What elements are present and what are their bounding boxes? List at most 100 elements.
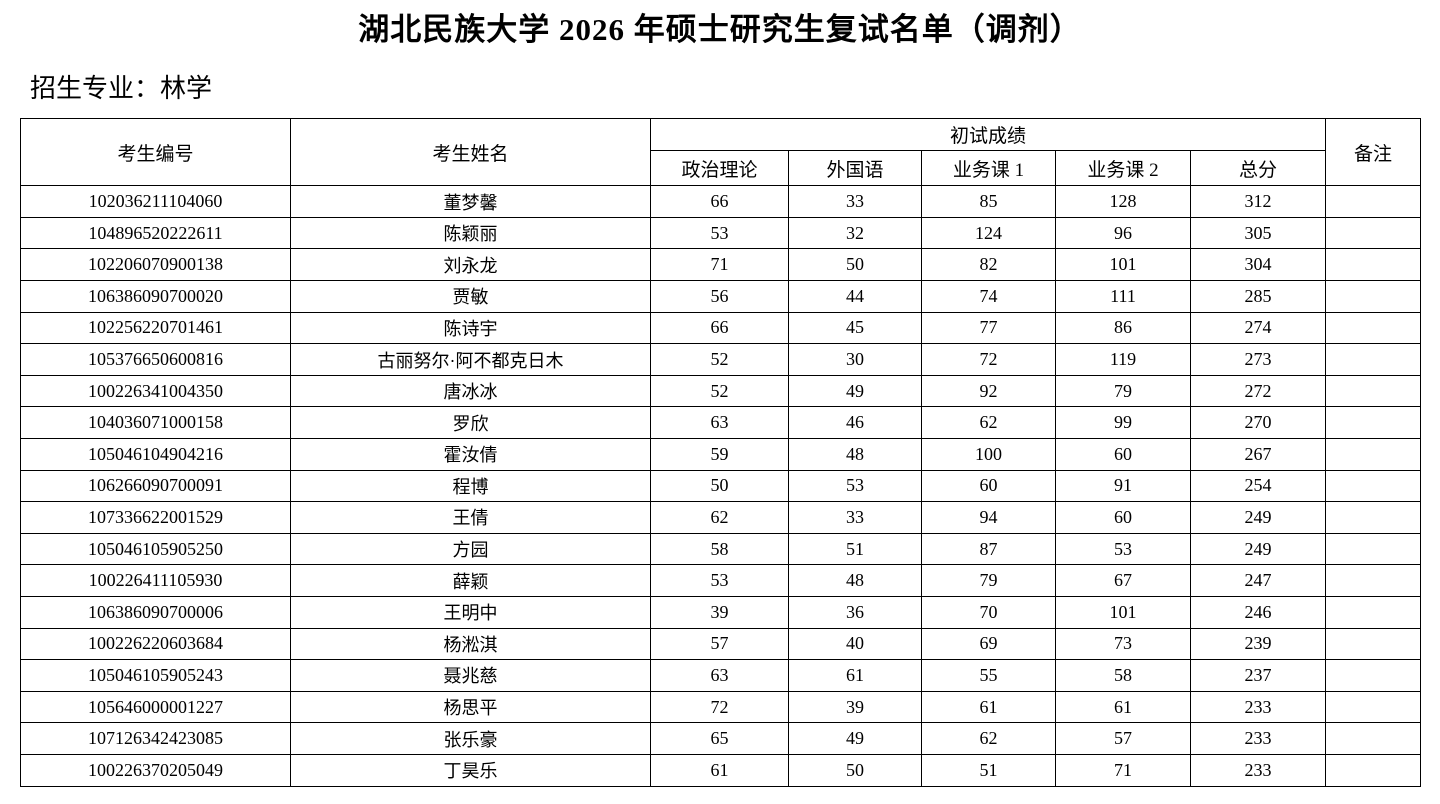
candidate-id-cell: 107126342423085 bbox=[20, 722, 291, 755]
foreign-language-score: 39 bbox=[788, 690, 922, 724]
business-course-2-score: 91 bbox=[1055, 469, 1191, 503]
remarks-cell bbox=[1325, 627, 1422, 661]
remarks-cell bbox=[1325, 659, 1422, 692]
candidate-name-cell: 陈颖丽 bbox=[290, 216, 651, 250]
header-remarks: 备注 bbox=[1325, 118, 1422, 187]
business-course-2-score: 111 bbox=[1055, 280, 1191, 313]
candidate-id-cell: 100226411105930 bbox=[20, 564, 291, 597]
political-theory-score: 71 bbox=[650, 248, 789, 282]
business-course-1-score: 72 bbox=[921, 343, 1056, 376]
business-course-2-score: 86 bbox=[1055, 311, 1191, 345]
political-theory-score: 66 bbox=[650, 185, 789, 218]
table-row: 106266090700091 程博 50 53 60 91 254 bbox=[20, 469, 1422, 503]
remarks-cell bbox=[1325, 722, 1422, 755]
business-course-1-score: 70 bbox=[921, 595, 1056, 629]
business-course-1-score: 94 bbox=[921, 501, 1056, 534]
foreign-language-score: 53 bbox=[788, 469, 922, 503]
foreign-language-score: 61 bbox=[788, 659, 922, 692]
score-table: 考生编号 考生姓名 初试成绩 备注 政治理论 外国语 业务课 1 业务课 2 总… bbox=[20, 118, 1422, 787]
candidate-name-cell: 古丽努尔·阿不都克日木 bbox=[290, 343, 651, 376]
business-course-2-score: 57 bbox=[1055, 722, 1191, 755]
total-score: 233 bbox=[1189, 753, 1327, 787]
header-initial-scores: 初试成绩 bbox=[649, 118, 1327, 152]
table-header: 考生编号 考生姓名 初试成绩 备注 政治理论 外国语 业务课 1 业务课 2 总… bbox=[20, 118, 1422, 187]
business-course-1-score: 61 bbox=[921, 690, 1056, 724]
table-row: 100226341004350 唐冰冰 52 49 92 79 272 bbox=[20, 374, 1422, 408]
table-body: 102036211104060 董梦馨 66 33 85 128 312 1048965202… bbox=[20, 185, 1422, 787]
candidate-name-cell: 杨淞淇 bbox=[290, 627, 651, 661]
business-course-2-score: 67 bbox=[1055, 564, 1191, 597]
business-course-2-score: 101 bbox=[1055, 595, 1191, 629]
political-theory-score: 56 bbox=[650, 280, 789, 313]
header-foreign-language: 外国语 bbox=[788, 150, 922, 187]
remarks-cell bbox=[1325, 469, 1422, 503]
business-course-2-score: 96 bbox=[1055, 216, 1191, 250]
business-course-2-score: 58 bbox=[1055, 659, 1191, 692]
table-row: 102256220701461 陈诗宇 66 45 77 86 274 bbox=[20, 311, 1422, 345]
total-score: 233 bbox=[1189, 722, 1327, 755]
political-theory-score: 58 bbox=[650, 532, 789, 566]
business-course-1-score: 79 bbox=[921, 564, 1056, 597]
remarks-cell bbox=[1325, 753, 1422, 787]
remarks-cell bbox=[1325, 185, 1422, 218]
business-course-2-score: 128 bbox=[1055, 185, 1191, 218]
business-course-2-score: 60 bbox=[1055, 437, 1191, 471]
remarks-cell bbox=[1325, 690, 1422, 724]
candidate-id-cell: 105046105905243 bbox=[20, 659, 291, 692]
business-course-1-score: 60 bbox=[921, 469, 1056, 503]
total-score: 233 bbox=[1189, 690, 1327, 724]
table-row: 107336622001529 王倩 62 33 94 60 249 bbox=[20, 501, 1422, 534]
candidate-name-cell: 王明中 bbox=[290, 595, 651, 629]
total-score: 267 bbox=[1189, 437, 1327, 471]
total-score: 249 bbox=[1189, 532, 1327, 566]
remarks-cell bbox=[1325, 532, 1422, 566]
candidate-name-cell: 董梦馨 bbox=[290, 185, 651, 218]
total-score: 285 bbox=[1189, 280, 1327, 313]
remarks-cell bbox=[1325, 216, 1422, 250]
total-score: 312 bbox=[1189, 185, 1327, 218]
major-subtitle: 招生专业：林学 bbox=[30, 73, 213, 103]
total-score: 246 bbox=[1189, 595, 1327, 629]
business-course-1-score: 69 bbox=[921, 627, 1056, 661]
candidate-id-cell: 104036071000158 bbox=[20, 406, 291, 439]
candidate-id-cell: 105046104904216 bbox=[20, 437, 291, 471]
business-course-2-score: 61 bbox=[1055, 690, 1191, 724]
business-course-1-score: 100 bbox=[921, 437, 1056, 471]
business-course-1-score: 62 bbox=[921, 722, 1056, 755]
total-score: 237 bbox=[1189, 659, 1327, 692]
candidate-name-cell: 张乐豪 bbox=[290, 722, 651, 755]
table-row: 102206070900138 刘永龙 71 50 82 101 304 bbox=[20, 248, 1422, 282]
candidate-name-cell: 贾敏 bbox=[290, 280, 651, 313]
political-theory-score: 61 bbox=[650, 753, 789, 787]
table-row: 105376650600816 古丽努尔·阿不都克日木 52 30 72 119 273 bbox=[20, 343, 1422, 376]
foreign-language-score: 49 bbox=[788, 722, 922, 755]
remarks-cell bbox=[1325, 437, 1422, 471]
candidate-name-cell: 霍汝倩 bbox=[290, 437, 651, 471]
page-title: 湖北民族大学 2026 年硕士研究生复试名单（调剂） bbox=[358, 12, 1082, 47]
foreign-language-score: 49 bbox=[788, 374, 922, 408]
remarks-cell bbox=[1325, 248, 1422, 282]
foreign-language-score: 46 bbox=[788, 406, 922, 439]
political-theory-score: 63 bbox=[650, 406, 789, 439]
foreign-language-score: 44 bbox=[788, 280, 922, 313]
header-candidate-id: 考生编号 bbox=[20, 118, 291, 187]
candidate-name-cell: 刘永龙 bbox=[290, 248, 651, 282]
candidate-id-cell: 105046105905250 bbox=[20, 532, 291, 566]
table-row: 106386090700020 贾敏 56 44 74 111 285 bbox=[20, 280, 1422, 313]
remarks-cell bbox=[1325, 280, 1422, 313]
foreign-language-score: 32 bbox=[788, 216, 922, 250]
business-course-1-score: 62 bbox=[921, 406, 1056, 439]
political-theory-score: 53 bbox=[650, 564, 789, 597]
business-course-1-score: 55 bbox=[921, 659, 1056, 692]
business-course-2-score: 101 bbox=[1055, 248, 1191, 282]
foreign-language-score: 48 bbox=[788, 437, 922, 471]
candidate-name-cell: 薛颖 bbox=[290, 564, 651, 597]
total-score: 273 bbox=[1189, 343, 1327, 376]
candidate-id-cell: 106386090700006 bbox=[20, 595, 291, 629]
candidate-name-cell: 方园 bbox=[290, 532, 651, 566]
candidate-name-cell: 罗欣 bbox=[290, 406, 651, 439]
total-score: 247 bbox=[1189, 564, 1327, 597]
business-course-1-score: 92 bbox=[921, 374, 1056, 408]
remarks-cell bbox=[1325, 406, 1422, 439]
candidate-id-cell: 102256220701461 bbox=[20, 311, 291, 345]
